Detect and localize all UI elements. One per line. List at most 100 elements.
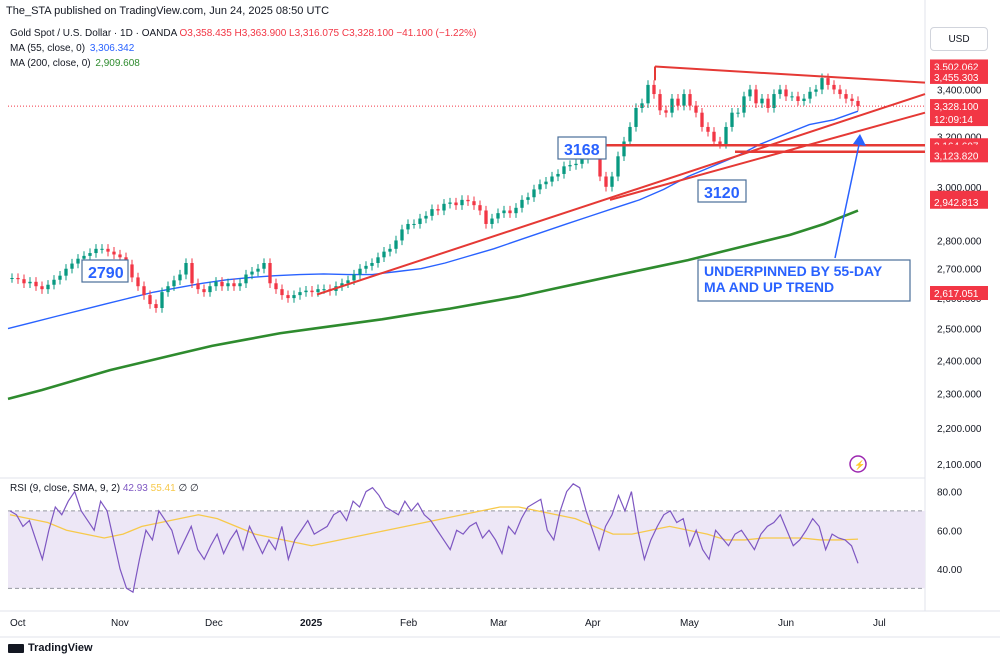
candle-body [604, 176, 608, 187]
candle-body [136, 277, 140, 287]
candle-body [10, 278, 14, 280]
candle-body [184, 262, 188, 275]
candle-body [310, 290, 314, 293]
ma200-line [7, 209, 859, 401]
candle-body [658, 94, 662, 111]
annotation-3120-box [697, 179, 747, 203]
candle-body [202, 289, 206, 293]
candle-body [796, 96, 800, 101]
candle-body [178, 274, 182, 281]
candle-body [58, 275, 62, 280]
price-axis-badge-text: 2,617.051 [934, 289, 979, 300]
price-axis-badge [930, 194, 988, 209]
rising-support-trendline [316, 93, 926, 296]
candle-body [418, 218, 422, 224]
price-tick-label: 2,800.000 [937, 236, 982, 247]
candle-body [220, 281, 224, 287]
candle-body [724, 126, 728, 144]
candle-body [28, 281, 32, 284]
candle-body [652, 84, 656, 95]
candle-body [736, 112, 740, 114]
price-tick-label: 3,000.000 [937, 183, 982, 194]
price-axis-badge [930, 148, 988, 163]
candle-body [580, 158, 584, 164]
candle-body [358, 268, 362, 275]
candle-body [718, 141, 722, 144]
inner-trendline [609, 111, 926, 201]
candle-body [670, 98, 674, 113]
candle-body [382, 251, 386, 258]
rsi-ma-value: 55.41 [150, 483, 176, 494]
candle-body [346, 280, 350, 284]
time-axis-label: 2025 [300, 618, 323, 629]
annotation-3168-box [557, 136, 607, 160]
candle-body [694, 105, 698, 113]
annotation-2790-text: 2790 [88, 265, 124, 282]
candle-body [298, 292, 302, 296]
candle-body [232, 283, 236, 287]
ma200-label: MA (200, close, 0) [10, 58, 91, 69]
candle-body [46, 284, 50, 290]
tradingview-footer[interactable]: TradingView [8, 642, 93, 654]
currency-button[interactable]: USD [930, 27, 988, 51]
time-axis-label: Nov [111, 618, 129, 629]
candle-body [412, 223, 416, 225]
candle-body [532, 189, 536, 198]
candle-body [592, 151, 596, 154]
annotation-2790-box [81, 259, 129, 283]
rsi-tick-label: 60.00 [937, 526, 962, 537]
candle-body [70, 263, 74, 269]
rsi-extra-2: ∅ [189, 483, 199, 494]
candle-body [166, 286, 170, 293]
rsi-label: RSI (9, close, SMA, 9, 2) [10, 483, 121, 494]
rsi-ma-line [9, 506, 859, 547]
candle-body [106, 248, 110, 252]
candle-body [646, 84, 650, 104]
candle-body [118, 254, 122, 258]
candle-body [40, 286, 44, 290]
rsi-extra-1: ∅ [178, 483, 188, 494]
candle-body [406, 223, 410, 230]
time-axis-label: Oct [10, 618, 26, 629]
candle-body [340, 283, 344, 287]
candle-body [730, 112, 734, 127]
ma55-line [7, 110, 859, 330]
candle-body [376, 257, 380, 263]
ohlc-values: O3,358.435 H3,363.900 L3,316.075 C3,328.… [179, 28, 477, 39]
candle-body [508, 210, 512, 214]
candle-body [466, 199, 470, 202]
symbol-name: Gold Spot / U.S. Dollar · 1D · OANDA [10, 28, 177, 39]
ma200-legend[interactable]: MA (200, close, 0) 2,909.608 [10, 58, 140, 69]
rsi-legend[interactable]: RSI (9, close, SMA, 9, 2) 42.93 55.41 ∅ … [10, 483, 199, 494]
candle-body [526, 197, 530, 200]
candle-body [460, 199, 464, 206]
candle-body [286, 295, 290, 299]
candle-body [292, 295, 296, 299]
symbol-legend: Gold Spot / U.S. Dollar · 1D · OANDA O3,… [10, 28, 476, 39]
candle-body [772, 94, 776, 108]
candle-body [700, 112, 704, 127]
candle-body [502, 210, 506, 214]
annotation-underpinned-text: UNDERPINNED BY 55-DAY [704, 263, 883, 279]
candle-body [742, 96, 746, 113]
candle-body [850, 98, 854, 101]
candle-body [214, 281, 218, 287]
candle-body [844, 94, 848, 99]
tradingview-brand: TradingView [28, 642, 93, 654]
candle-body [634, 107, 638, 127]
candle-body [112, 251, 116, 255]
candle-body [22, 279, 26, 284]
price-axis-badge-text: 2,942.813 [934, 198, 979, 209]
candle-body [238, 283, 242, 287]
candle-body [148, 295, 152, 305]
candle-body [280, 289, 284, 296]
candle-body [244, 274, 248, 284]
time-axis-label: May [680, 618, 699, 629]
candle-body [520, 199, 524, 208]
candle-body [688, 94, 692, 106]
ma55-legend[interactable]: MA (55, close, 0) 3,306.342 [10, 43, 134, 54]
candle-body [682, 94, 686, 106]
price-tick-label: 2,300.000 [937, 389, 982, 400]
candle-body [802, 98, 806, 101]
